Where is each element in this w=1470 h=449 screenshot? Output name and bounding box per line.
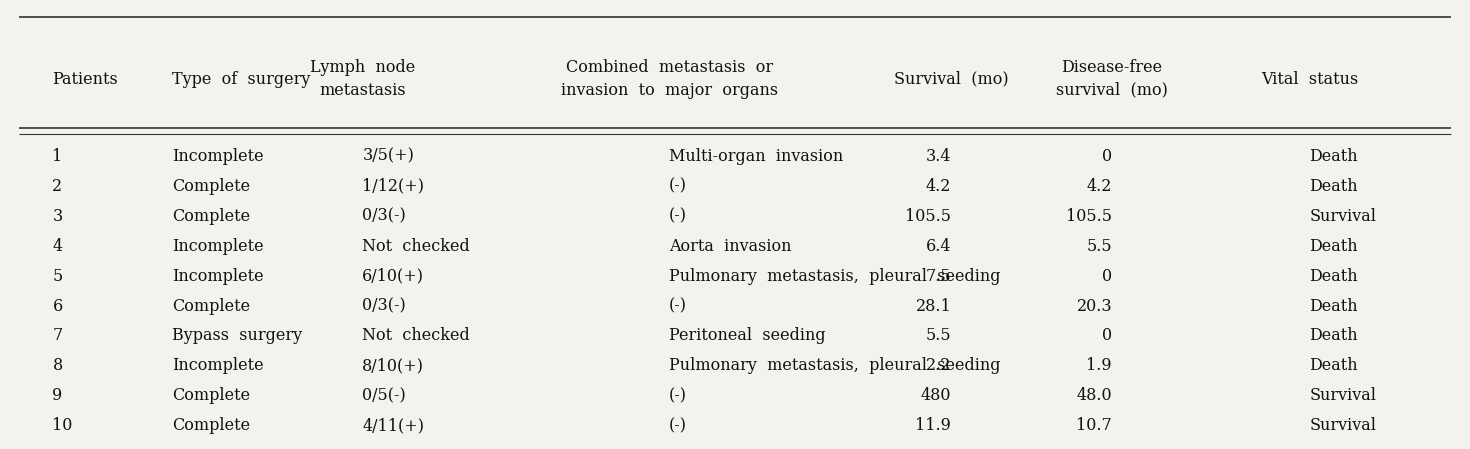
Text: 2: 2 bbox=[53, 178, 63, 195]
Text: 9: 9 bbox=[53, 387, 63, 405]
Text: Lymph  node
metastasis: Lymph node metastasis bbox=[310, 59, 415, 99]
Text: 6/10(+): 6/10(+) bbox=[362, 268, 425, 285]
Text: Complete: Complete bbox=[172, 298, 250, 314]
Text: 4.2: 4.2 bbox=[926, 178, 951, 195]
Text: 0/3(-): 0/3(-) bbox=[362, 207, 406, 224]
Text: Death: Death bbox=[1310, 327, 1358, 344]
Text: 0: 0 bbox=[1102, 327, 1113, 344]
Text: Death: Death bbox=[1310, 298, 1358, 314]
Text: Complete: Complete bbox=[172, 387, 250, 405]
Text: 10: 10 bbox=[53, 418, 74, 434]
Text: Not  checked: Not checked bbox=[362, 238, 470, 255]
Text: Survival: Survival bbox=[1310, 418, 1376, 434]
Text: Aorta  invasion: Aorta invasion bbox=[669, 238, 792, 255]
Text: 5.5: 5.5 bbox=[1086, 238, 1113, 255]
Text: Type  of  surgery: Type of surgery bbox=[172, 70, 310, 88]
Text: 48.0: 48.0 bbox=[1076, 387, 1113, 405]
Text: 4/11(+): 4/11(+) bbox=[362, 418, 425, 434]
Text: Not  checked: Not checked bbox=[362, 327, 470, 344]
Text: Survival: Survival bbox=[1310, 387, 1376, 405]
Text: Pulmonary  metastasis,  pleural  seeding: Pulmonary metastasis, pleural seeding bbox=[669, 268, 1001, 285]
Text: Survival: Survival bbox=[1310, 207, 1376, 224]
Text: (-): (-) bbox=[669, 207, 686, 224]
Text: (-): (-) bbox=[669, 418, 686, 434]
Text: Death: Death bbox=[1310, 268, 1358, 285]
Text: Death: Death bbox=[1310, 178, 1358, 195]
Text: 105.5: 105.5 bbox=[1066, 207, 1113, 224]
Text: Death: Death bbox=[1310, 148, 1358, 165]
Text: 3.4: 3.4 bbox=[926, 148, 951, 165]
Text: 2.2: 2.2 bbox=[926, 357, 951, 374]
Text: Combined  metastasis  or
invasion  to  major  organs: Combined metastasis or invasion to major… bbox=[560, 59, 778, 99]
Text: Incomplete: Incomplete bbox=[172, 148, 265, 165]
Text: 480: 480 bbox=[920, 387, 951, 405]
Text: 105.5: 105.5 bbox=[906, 207, 951, 224]
Text: Complete: Complete bbox=[172, 207, 250, 224]
Text: Complete: Complete bbox=[172, 178, 250, 195]
Text: 0: 0 bbox=[1102, 268, 1113, 285]
Text: 1/12(+): 1/12(+) bbox=[362, 178, 425, 195]
Text: 8/10(+): 8/10(+) bbox=[362, 357, 425, 374]
Text: 7.5: 7.5 bbox=[926, 268, 951, 285]
Text: 0/5(-): 0/5(-) bbox=[362, 387, 406, 405]
Text: (-): (-) bbox=[669, 178, 686, 195]
Text: 7: 7 bbox=[53, 327, 63, 344]
Text: 1: 1 bbox=[53, 148, 63, 165]
Text: Disease-free
survival  (mo): Disease-free survival (mo) bbox=[1055, 59, 1169, 99]
Text: Bypass  surgery: Bypass surgery bbox=[172, 327, 303, 344]
Text: 11.9: 11.9 bbox=[916, 418, 951, 434]
Text: Survival  (mo): Survival (mo) bbox=[894, 70, 1008, 88]
Text: (-): (-) bbox=[669, 298, 686, 314]
Text: Patients: Patients bbox=[53, 70, 118, 88]
Text: Incomplete: Incomplete bbox=[172, 268, 265, 285]
Text: 28.1: 28.1 bbox=[916, 298, 951, 314]
Text: Death: Death bbox=[1310, 238, 1358, 255]
Text: 1.9: 1.9 bbox=[1086, 357, 1113, 374]
Text: Multi-organ  invasion: Multi-organ invasion bbox=[669, 148, 844, 165]
Text: 6: 6 bbox=[53, 298, 63, 314]
Text: 3: 3 bbox=[53, 207, 63, 224]
Text: Death: Death bbox=[1310, 357, 1358, 374]
Text: (-): (-) bbox=[669, 387, 686, 405]
Text: Vital  status: Vital status bbox=[1261, 70, 1358, 88]
Text: 0/3(-): 0/3(-) bbox=[362, 298, 406, 314]
Text: 4: 4 bbox=[53, 238, 63, 255]
Text: Pulmonary  metastasis,  pleural  seeding: Pulmonary metastasis, pleural seeding bbox=[669, 357, 1001, 374]
Text: 5: 5 bbox=[53, 268, 63, 285]
Text: 0: 0 bbox=[1102, 148, 1113, 165]
Text: Incomplete: Incomplete bbox=[172, 357, 265, 374]
Text: 4.2: 4.2 bbox=[1086, 178, 1113, 195]
Text: 6.4: 6.4 bbox=[926, 238, 951, 255]
Text: 8: 8 bbox=[53, 357, 63, 374]
Text: 3/5(+): 3/5(+) bbox=[362, 148, 415, 165]
Text: Complete: Complete bbox=[172, 418, 250, 434]
Text: Incomplete: Incomplete bbox=[172, 238, 265, 255]
Text: 20.3: 20.3 bbox=[1076, 298, 1113, 314]
Text: 5.5: 5.5 bbox=[926, 327, 951, 344]
Text: 10.7: 10.7 bbox=[1076, 418, 1113, 434]
Text: Peritoneal  seeding: Peritoneal seeding bbox=[669, 327, 826, 344]
